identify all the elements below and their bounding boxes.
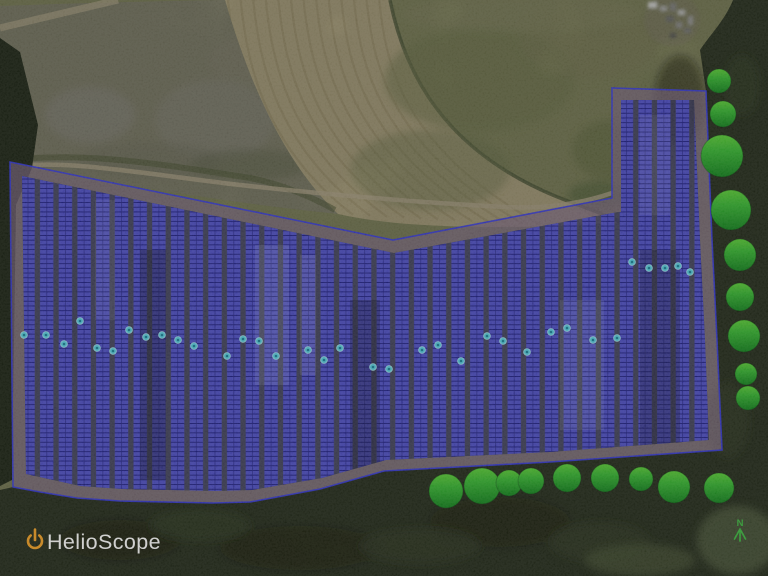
- satellite-map[interactable]: N HelioScope: [0, 0, 768, 576]
- image-grain-light: [0, 0, 768, 576]
- helioscope-design-canvas: N HelioScope: [0, 0, 768, 576]
